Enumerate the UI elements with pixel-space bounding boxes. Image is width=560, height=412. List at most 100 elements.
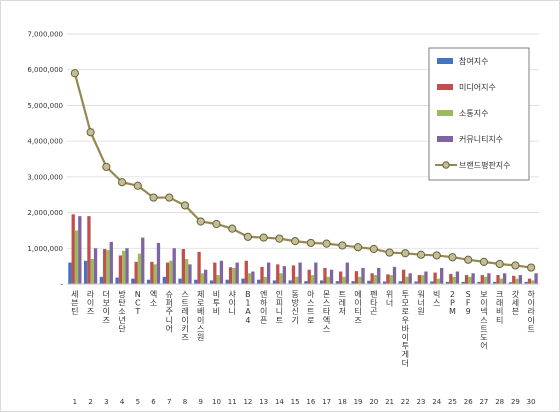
bar-3 <box>389 275 393 284</box>
bar-3 <box>436 278 441 284</box>
bar-4 <box>141 237 145 284</box>
x-tick-label: 3 <box>104 398 108 406</box>
x-tick-label: 20 <box>369 398 378 406</box>
bar-3 <box>200 273 205 284</box>
bar-2 <box>417 275 421 284</box>
brand-index-point <box>306 238 315 248</box>
legend-label: 미디어지수 <box>459 82 496 92</box>
y-tick-label: - <box>60 281 63 289</box>
bar-4 <box>361 267 365 284</box>
x-tick-label: 11 <box>228 398 237 406</box>
bar-4 <box>156 242 161 284</box>
bar-4 <box>329 269 334 284</box>
legend-swatch <box>437 84 453 90</box>
bar-3 <box>452 276 456 284</box>
bar-4 <box>440 267 444 284</box>
bar-3 <box>232 267 236 284</box>
brand-index-point <box>196 217 205 226</box>
bar-2 <box>527 278 532 284</box>
bar-4 <box>235 262 239 284</box>
bar-4 <box>219 260 224 284</box>
brand-index-point <box>401 249 410 258</box>
x-tick-label: 26 <box>464 398 473 406</box>
y-tick-label: 5,000,000 <box>27 102 63 110</box>
bar-2 <box>480 275 484 284</box>
bar-3 <box>153 264 157 284</box>
bar-3 <box>90 259 94 284</box>
bar-1 <box>162 276 166 284</box>
brand-index-point <box>322 239 331 248</box>
bar-4 <box>377 267 381 284</box>
bar-1 <box>304 281 308 284</box>
bar-2 <box>354 271 359 284</box>
brand-index-point <box>369 244 378 254</box>
x-tick-label: 23 <box>417 398 426 406</box>
bar-1 <box>131 278 135 284</box>
y-tick-label: 4,000,000 <box>27 138 63 146</box>
bar-4 <box>424 271 428 284</box>
bar-2 <box>307 269 311 284</box>
bar-4 <box>408 273 412 284</box>
bar-3 <box>106 250 110 284</box>
bar-3 <box>405 276 409 284</box>
x-tick-label: 6 <box>151 398 156 406</box>
bar-4 <box>78 216 82 284</box>
bar-1 <box>398 281 402 284</box>
bar-3 <box>279 273 283 284</box>
brand-index-point <box>149 193 158 202</box>
bar-4 <box>502 273 507 284</box>
bar-2 <box>323 267 327 284</box>
bar-2 <box>244 260 248 284</box>
x-tick-label: 25 <box>448 398 457 406</box>
bar-2 <box>228 267 233 284</box>
bar-2 <box>87 216 91 284</box>
brand-index-point <box>275 234 284 243</box>
bar-1 <box>68 262 72 284</box>
brand-index-point <box>259 233 268 242</box>
brand-index-point <box>416 250 426 259</box>
x-tick-label: 16 <box>306 398 315 406</box>
legend-swatch <box>437 58 453 64</box>
brand-index-point <box>479 257 489 266</box>
x-tick-label: 21 <box>385 398 394 406</box>
bar-3 <box>515 278 519 284</box>
bar-2 <box>386 274 390 284</box>
x-tick-label: 5 <box>136 398 140 406</box>
bar-1 <box>524 281 528 284</box>
bar-4 <box>487 273 491 284</box>
bar-4 <box>109 241 113 284</box>
legend-swatch <box>437 136 453 142</box>
bar-1 <box>477 281 481 284</box>
bar-1 <box>288 280 292 284</box>
bar-3 <box>358 276 362 284</box>
bar-3 <box>216 275 220 284</box>
bar-2 <box>197 251 201 284</box>
bar-2 <box>276 264 280 284</box>
bar-1 <box>430 281 434 284</box>
bar-4 <box>298 262 302 284</box>
y-tick-label: 1,000,000 <box>27 245 63 253</box>
bar-1 <box>225 279 229 284</box>
bar-2 <box>213 262 217 284</box>
x-tick-label: 10 <box>212 398 221 406</box>
x-tick-label: 27 <box>479 398 488 406</box>
bar-1 <box>115 277 119 284</box>
bar-3 <box>468 276 472 284</box>
bar-3 <box>310 275 315 284</box>
bar-1 <box>178 278 182 284</box>
x-tick-label: 9 <box>198 398 202 406</box>
